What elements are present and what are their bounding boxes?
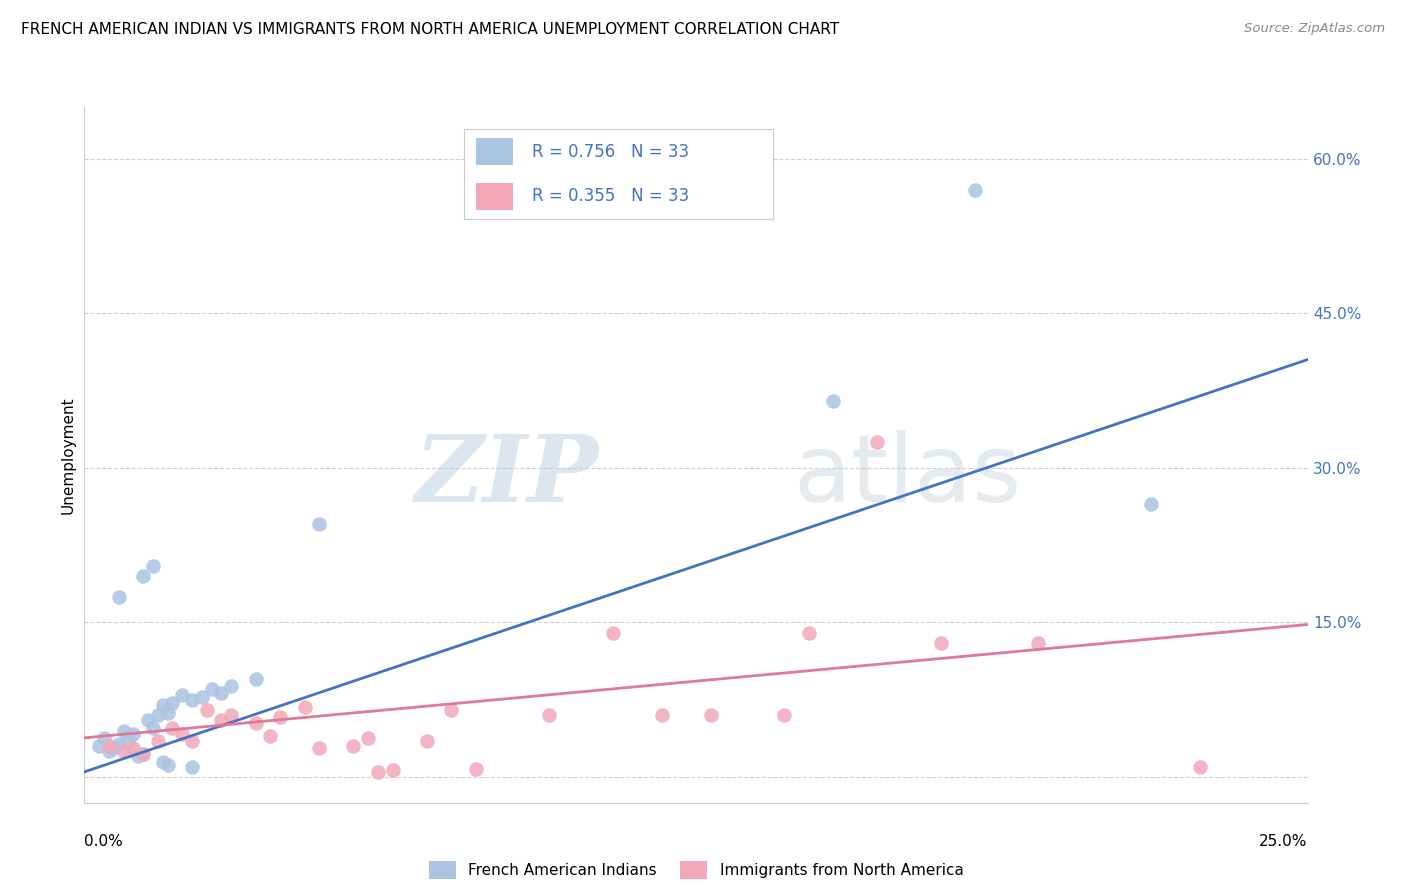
Y-axis label: Unemployment: Unemployment — [60, 396, 76, 514]
Point — [152, 698, 174, 712]
Text: ZIP: ZIP — [413, 431, 598, 521]
Point — [209, 685, 232, 699]
Point — [191, 690, 214, 704]
Point — [156, 757, 179, 772]
Point — [308, 741, 330, 756]
Point — [142, 721, 165, 735]
Point — [107, 737, 129, 751]
Point — [245, 716, 267, 731]
Point — [117, 734, 139, 748]
Point — [195, 703, 218, 717]
Point — [367, 764, 389, 779]
Point — [142, 558, 165, 573]
Point — [797, 625, 820, 640]
Point — [416, 734, 439, 748]
Point — [152, 755, 174, 769]
Point — [699, 708, 721, 723]
Point — [219, 679, 242, 693]
Text: 0.0%: 0.0% — [84, 834, 124, 849]
FancyBboxPatch shape — [477, 183, 513, 210]
Point — [963, 182, 986, 196]
Text: FRENCH AMERICAN INDIAN VS IMMIGRANTS FROM NORTH AMERICA UNEMPLOYMENT CORRELATION: FRENCH AMERICAN INDIAN VS IMMIGRANTS FRO… — [21, 22, 839, 37]
Point — [93, 731, 115, 745]
Point — [162, 696, 184, 710]
Point — [1140, 497, 1163, 511]
Point — [132, 569, 155, 583]
Point — [464, 762, 486, 776]
Point — [103, 741, 125, 756]
Text: 25.0%: 25.0% — [1260, 834, 1308, 849]
Point — [866, 435, 889, 450]
Point — [269, 710, 291, 724]
FancyBboxPatch shape — [477, 138, 513, 165]
Point — [821, 393, 844, 408]
Text: R = 0.355   N = 33: R = 0.355 N = 33 — [531, 187, 689, 205]
Point — [538, 708, 561, 723]
Point — [97, 744, 120, 758]
Point — [342, 739, 364, 753]
Point — [87, 739, 110, 753]
Point — [357, 731, 380, 745]
Point — [440, 703, 463, 717]
Point — [122, 741, 145, 756]
Point — [172, 688, 194, 702]
Point — [132, 747, 155, 762]
Point — [172, 727, 194, 741]
Point — [132, 747, 155, 762]
Point — [146, 734, 169, 748]
Point — [112, 744, 135, 758]
Point — [381, 763, 404, 777]
Point — [112, 723, 135, 738]
Point — [259, 729, 281, 743]
Text: atlas: atlas — [794, 430, 1022, 522]
Point — [136, 714, 159, 728]
Text: R = 0.756   N = 33: R = 0.756 N = 33 — [531, 143, 689, 161]
Point — [146, 708, 169, 723]
Text: Source: ZipAtlas.com: Source: ZipAtlas.com — [1244, 22, 1385, 36]
Point — [181, 760, 204, 774]
Point — [156, 706, 179, 720]
Point — [245, 672, 267, 686]
Point — [219, 708, 242, 723]
Point — [1028, 636, 1050, 650]
Point — [162, 721, 184, 735]
Point — [122, 727, 145, 741]
Point — [107, 590, 129, 604]
Point — [127, 749, 149, 764]
Point — [209, 714, 232, 728]
Point — [929, 636, 952, 650]
Point — [773, 708, 796, 723]
Point — [602, 625, 624, 640]
Point — [181, 734, 204, 748]
Point — [308, 517, 330, 532]
Point — [651, 708, 673, 723]
Legend: French American Indians, Immigrants from North America: French American Indians, Immigrants from… — [429, 861, 963, 879]
Point — [181, 692, 204, 706]
Point — [1188, 760, 1211, 774]
Point — [294, 700, 316, 714]
Point — [97, 739, 120, 753]
Point — [200, 682, 222, 697]
